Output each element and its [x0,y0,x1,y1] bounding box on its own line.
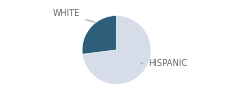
Wedge shape [82,16,151,84]
Text: WHITE: WHITE [53,9,95,22]
Wedge shape [82,16,117,54]
Text: HISPANIC: HISPANIC [141,59,187,68]
